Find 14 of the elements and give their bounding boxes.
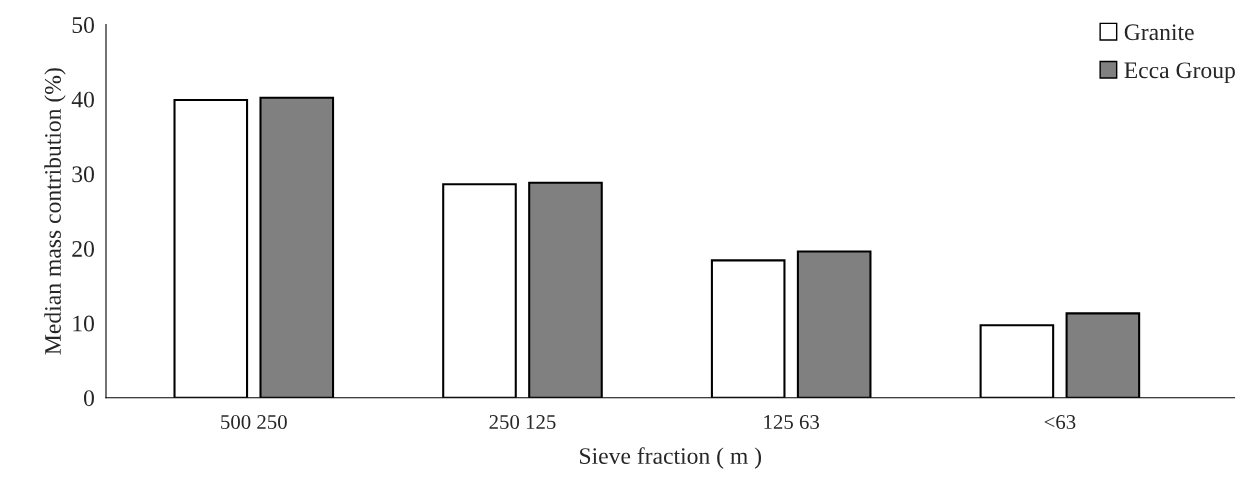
y-tick-label: 10: [73, 315, 94, 332]
y-tick-label: 0: [83, 390, 94, 407]
x-tick-label: 250 125: [489, 414, 556, 430]
x-tick-label: 125 63: [764, 415, 820, 430]
x-tick-label: 500 250: [221, 414, 287, 430]
x-axis-title: Sieve fraction ( m ): [580, 447, 762, 469]
x-tick-label: <63: [1044, 415, 1076, 430]
y-axis-title: Median mass contribution (%): [44, 68, 66, 355]
y-tick-label: 20: [72, 240, 94, 257]
y-tick-label: 50: [72, 17, 94, 33]
legend-label: Granite: [1124, 24, 1194, 41]
y-tick-label: 40: [71, 91, 94, 108]
legend-label: Ecca Group: [1124, 62, 1235, 84]
y-tick-label: 30: [72, 166, 94, 183]
